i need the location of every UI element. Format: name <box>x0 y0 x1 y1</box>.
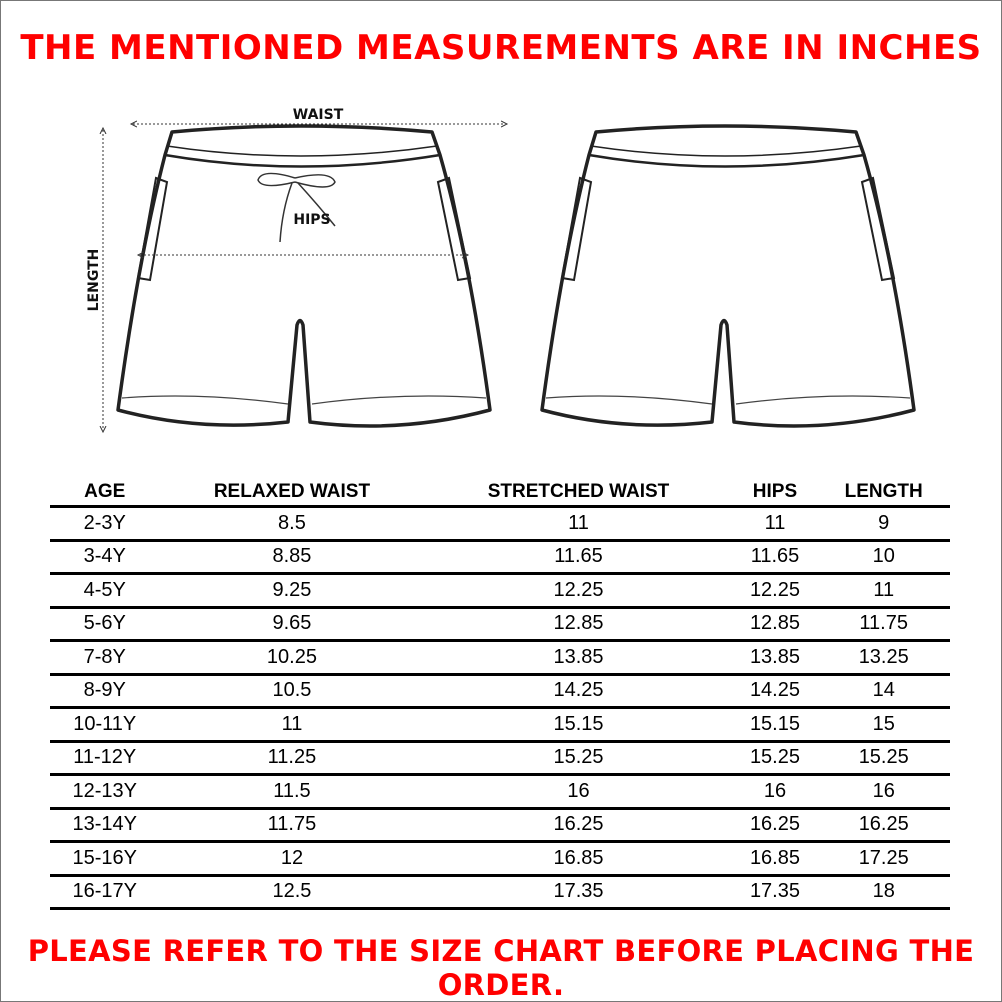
table-cell: 16 <box>424 774 733 810</box>
table-cell: 9 <box>817 506 950 542</box>
table-row: 10-11Y 11 15.15 15.15 15 <box>50 707 950 743</box>
table-cell: 16 <box>732 774 818 810</box>
waist-label: WAIST <box>293 107 344 123</box>
table-cell: 11 <box>732 506 818 542</box>
table-cell: 8-9Y <box>50 674 160 709</box>
column-header: STRETCHED WAIST <box>424 470 733 508</box>
shorts-back-drawing <box>540 124 916 428</box>
table-row: 8-9Y 10.5 14.25 14.25 14 <box>50 674 950 709</box>
length-label: LENGTH <box>86 249 102 312</box>
table-cell: 2-3Y <box>50 506 160 542</box>
table-cell: 10 <box>817 540 950 575</box>
table-cell: 16.85 <box>732 841 818 877</box>
table-cell: 13-14Y <box>50 808 160 843</box>
table-row: 15-16Y 12 16.85 16.85 17.25 <box>50 841 950 877</box>
table-row: 2-3Y 8.5 11 11 9 <box>50 506 950 542</box>
hips-label: HIPS <box>293 212 330 228</box>
table-cell: 17.25 <box>817 841 950 877</box>
table-row: 11-12Y 11.25 15.25 15.25 15.25 <box>50 741 950 776</box>
table-cell: 12 <box>159 841 425 877</box>
table-cell: 11.65 <box>424 540 733 575</box>
table-cell: 14.25 <box>424 674 733 709</box>
table-cell: 8.85 <box>159 540 425 575</box>
table-cell: 15.25 <box>424 741 733 776</box>
table-cell: 14.25 <box>732 674 818 709</box>
table-cell: 11-12Y <box>50 741 160 776</box>
table-cell: 9.25 <box>159 573 425 609</box>
table-cell: 17.35 <box>424 875 733 910</box>
size-chart-table: AGE RELAXED WAIST STRETCHED WAIST HIPS LENGT… <box>50 470 950 910</box>
table-cell: 11.75 <box>159 808 425 843</box>
table-row: 16-17Y 12.5 17.35 17.35 18 <box>50 875 950 910</box>
table-cell: 13.85 <box>424 640 733 676</box>
column-header: HIPS <box>732 470 818 508</box>
table-cell: 16 <box>817 774 950 810</box>
table-cell: 16.25 <box>732 808 818 843</box>
table-cell: 11.5 <box>159 774 425 810</box>
table-cell: 13.85 <box>732 640 818 676</box>
footer-note: PLEASE REFER TO THE SIZE CHART BEFORE PL… <box>27 934 975 1002</box>
table-cell: 13.25 <box>817 640 950 676</box>
table-cell: 11.25 <box>159 741 425 776</box>
table-row: 7-8Y 10.25 13.85 13.85 13.25 <box>50 640 950 676</box>
table-cell: 10.5 <box>159 674 425 709</box>
shorts-diagram: WAIST HIPS LENGTH <box>86 107 916 460</box>
table-cell: 4-5Y <box>50 573 160 609</box>
table-cell: 12.5 <box>159 875 425 910</box>
table-row: 3-4Y 8.85 11.65 11.65 10 <box>50 540 950 575</box>
table-header-row: AGE RELAXED WAIST STRETCHED WAIST HIPS LENGT… <box>50 470 950 508</box>
table-cell: 15.25 <box>732 741 818 776</box>
page-title: THE MENTIONED MEASUREMENTS ARE IN INCHES <box>20 28 982 68</box>
table-cell: 8.5 <box>159 506 425 542</box>
table-cell: 14 <box>817 674 950 709</box>
table-cell: 12-13Y <box>50 774 160 810</box>
table-cell: 16-17Y <box>50 875 160 910</box>
table-cell: 3-4Y <box>50 540 160 575</box>
table-row: 5-6Y 9.65 12.85 12.85 11.75 <box>50 607 950 642</box>
table-cell: 17.35 <box>732 875 818 910</box>
table-cell: 15 <box>817 707 950 743</box>
table-cell: 5-6Y <box>50 607 160 642</box>
table-cell: 10.25 <box>159 640 425 676</box>
table-cell: 12.25 <box>424 573 733 609</box>
table-cell: 7-8Y <box>50 640 160 676</box>
table-cell: 15.15 <box>732 707 818 743</box>
table-cell: 11 <box>424 506 733 542</box>
table-cell: 11.65 <box>732 540 818 575</box>
table-cell: 11 <box>817 573 950 609</box>
column-header: LENGTH <box>817 470 950 508</box>
table-cell: 16.25 <box>424 808 733 843</box>
table-cell: 10-11Y <box>50 707 160 743</box>
table-row: 12-13Y 11.5 16 16 16 <box>50 774 950 810</box>
table-row: 13-14Y 11.75 16.25 16.25 16.25 <box>50 808 950 843</box>
table-cell: 12.25 <box>732 573 818 609</box>
shorts-front-drawing: WAIST HIPS LENGTH <box>86 107 505 430</box>
table-cell: 15-16Y <box>50 841 160 877</box>
table-cell: 12.85 <box>424 607 733 642</box>
table-cell: 16.85 <box>424 841 733 877</box>
column-header: AGE <box>50 470 160 508</box>
table-cell: 15.25 <box>817 741 950 776</box>
table-cell: 12.85 <box>732 607 818 642</box>
table-cell: 11 <box>159 707 425 743</box>
table-cell: 15.15 <box>424 707 733 743</box>
table-cell: 9.65 <box>159 607 425 642</box>
table-cell: 16.25 <box>817 808 950 843</box>
column-header: RELAXED WAIST <box>159 470 425 508</box>
table-cell: 11.75 <box>817 607 950 642</box>
table-cell: 18 <box>817 875 950 910</box>
drawstring-icon <box>257 172 336 243</box>
table-row: 4-5Y 9.25 12.25 12.25 11 <box>50 573 950 609</box>
